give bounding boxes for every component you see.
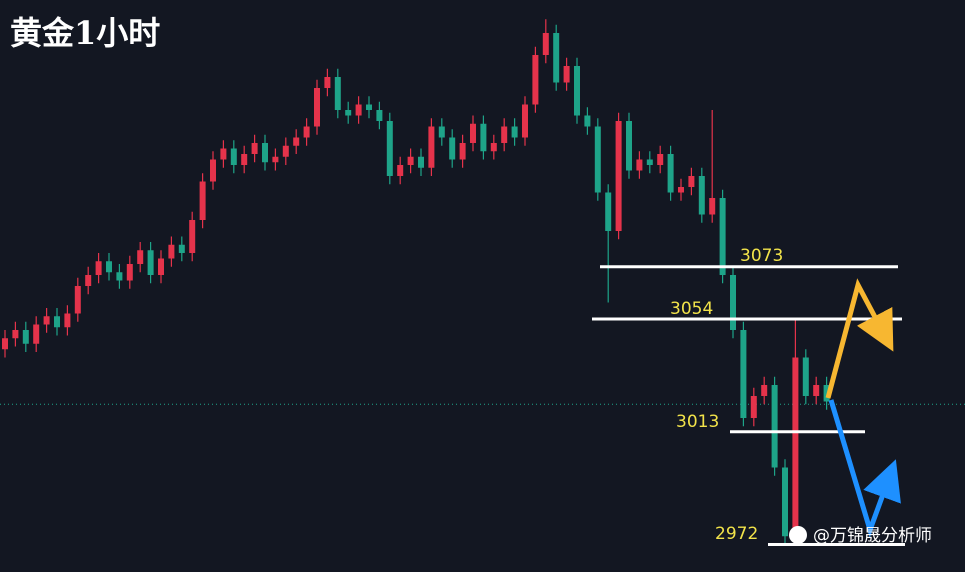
candle-body [230, 148, 237, 165]
candle-body [501, 126, 508, 143]
candle-body [459, 143, 466, 160]
candle-body [511, 126, 518, 138]
candle-body [324, 77, 331, 88]
candle-body [262, 143, 268, 163]
candle-body [719, 198, 726, 275]
candle-body [626, 121, 632, 171]
candle-body [584, 115, 591, 127]
watermark-text: @万锦晟分析师 [813, 526, 932, 546]
candle-body [199, 181, 206, 220]
candle-body [709, 198, 716, 215]
down-arrow [828, 399, 901, 538]
candle-body [137, 250, 144, 264]
candle-body [314, 88, 320, 127]
candle-body [251, 143, 258, 154]
candle-body [220, 148, 227, 160]
candle-body [158, 258, 164, 275]
candle-body [792, 357, 799, 537]
candle-body [334, 77, 341, 110]
chart-title: 黄金1小时 [10, 14, 160, 52]
candle-body [12, 330, 19, 339]
candle-body [750, 396, 757, 418]
candle-body [480, 123, 487, 152]
watermark: @万锦晟分析师 [789, 526, 932, 546]
candle-body [407, 156, 414, 165]
candle-body [345, 110, 352, 116]
candle-body [126, 264, 133, 281]
candle-body [116, 272, 123, 281]
candle-body [33, 324, 40, 344]
level-label: 3073 [740, 246, 783, 266]
candle-body [594, 126, 601, 193]
candle-body [386, 121, 393, 176]
candle-body [802, 357, 809, 396]
candle-body [605, 192, 612, 231]
candle-body [147, 250, 154, 275]
candle-body [730, 275, 736, 330]
candle-body [667, 154, 674, 193]
candle-body [698, 176, 705, 215]
candle-body [210, 159, 216, 182]
candle-body [106, 261, 112, 273]
candle-body [355, 104, 362, 116]
candle-body [657, 154, 664, 165]
candle-body [22, 330, 29, 344]
candle-body [428, 126, 435, 168]
candle-body [54, 316, 60, 328]
candle-body [646, 159, 653, 165]
candle-body [303, 126, 310, 138]
candle-body [542, 33, 549, 55]
candle-body [189, 220, 196, 253]
candle-body [636, 159, 643, 171]
candle-body [678, 187, 684, 193]
candle-body [272, 156, 279, 163]
candle-body [532, 55, 539, 105]
level-label: 2972 [715, 524, 758, 544]
candle-body [522, 104, 528, 138]
candle-body [553, 33, 560, 83]
candle-body [782, 467, 788, 537]
candle-body [813, 385, 820, 396]
candle-body [449, 137, 456, 160]
candle-body [282, 145, 289, 157]
watermark-icon [789, 526, 807, 544]
candle-body [2, 338, 8, 350]
candle-body [178, 244, 185, 253]
candle-body [490, 143, 497, 152]
up-arrow [825, 278, 894, 399]
candle-body [397, 165, 404, 176]
candle-body [293, 137, 300, 146]
candle-body [438, 126, 445, 138]
candle-body [823, 385, 830, 402]
candle-body [366, 104, 372, 110]
candle-body [740, 330, 747, 418]
candle-body [761, 385, 768, 396]
candle-body [615, 121, 622, 231]
candle-body [64, 313, 71, 328]
candle-body [168, 244, 175, 259]
candle-body [43, 316, 50, 325]
candle-body [470, 123, 476, 143]
candle-body [563, 66, 570, 83]
candle-body [771, 385, 778, 468]
candle-body [74, 286, 81, 314]
candle-body [95, 261, 102, 275]
candle-body [574, 66, 580, 116]
candle-body [418, 156, 424, 168]
candle-body [241, 154, 248, 165]
candle-body [376, 110, 383, 121]
level-label: 3013 [676, 412, 719, 432]
candle-body [85, 275, 92, 286]
level-label: 3054 [670, 299, 713, 319]
candle-body [688, 176, 695, 187]
